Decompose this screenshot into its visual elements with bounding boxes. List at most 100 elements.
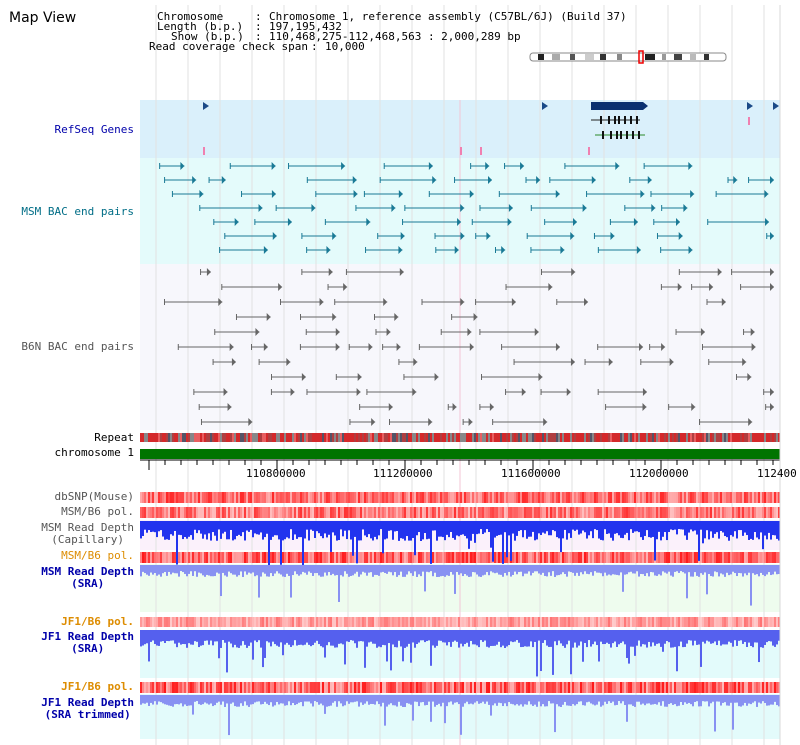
track-label-msm-bac[interactable]: MSM BAC end pairs	[21, 205, 134, 218]
read-depth-bar	[332, 521, 334, 533]
polymorphism-cell	[590, 552, 592, 563]
polymorphism-cell	[168, 682, 170, 693]
polymorphism-cell	[770, 507, 772, 518]
polymorphism-cell	[584, 682, 586, 693]
read-depth-bar	[680, 521, 682, 530]
polymorphism-cell	[510, 682, 512, 693]
polymorphism-cell	[542, 492, 544, 503]
polymorphism-cell	[196, 507, 198, 518]
read-depth-bar	[196, 695, 198, 702]
polymorphism-cell	[522, 617, 524, 627]
polymorphism-cell	[664, 617, 666, 627]
read-depth-bar	[140, 565, 142, 577]
read-depth-bar	[464, 695, 466, 704]
polymorphism-cell	[248, 552, 250, 563]
polymorphism-cell	[382, 507, 384, 518]
bac-arrow	[636, 246, 641, 254]
read-depth-bar	[514, 565, 516, 572]
polymorphism-cell	[592, 492, 594, 503]
read-depth-bar	[278, 521, 280, 540]
track-label-refseq-genes[interactable]: RefSeq Genes	[54, 123, 134, 136]
repeat-band	[368, 433, 370, 442]
read-depth-bar	[204, 565, 206, 577]
track-label-jf1-depth-sra: JF1 Read Depth (SRA)	[41, 630, 134, 655]
read-depth-bar	[260, 630, 262, 648]
polymorphism-cell	[778, 507, 780, 518]
polymorphism-cell	[358, 617, 360, 627]
bac-arrow	[391, 204, 396, 212]
bac-arrow	[255, 328, 260, 336]
repeat-band	[572, 433, 574, 442]
polymorphism-cell	[280, 492, 282, 503]
read-depth-bar	[692, 695, 694, 707]
repeat-band	[250, 433, 252, 442]
polymorphism-cell	[446, 507, 448, 518]
polymorphism-cell	[456, 492, 458, 503]
read-depth-bar	[444, 521, 446, 541]
polymorphism-cell	[322, 682, 324, 693]
read-depth-bar	[532, 521, 534, 532]
polymorphism-cell	[622, 492, 624, 503]
polymorphism-cell	[314, 492, 316, 503]
read-depth-bar	[634, 695, 636, 707]
polymorphism-cell	[674, 492, 676, 503]
repeat-band	[214, 433, 216, 442]
polymorphism-cell	[300, 492, 302, 503]
read-depth-bar	[570, 630, 572, 675]
read-depth-bar	[192, 630, 194, 645]
repeat-band	[562, 433, 564, 442]
read-depth-bar	[522, 565, 524, 577]
bac-arrow	[764, 190, 769, 198]
read-depth-bar	[646, 630, 648, 648]
read-depth-bar	[356, 565, 358, 572]
polymorphism-cell	[454, 682, 456, 693]
polymorphism-cell	[296, 682, 298, 693]
read-depth-bar	[204, 695, 206, 703]
polymorphism-cell	[414, 507, 416, 518]
read-depth-bar	[374, 695, 376, 705]
polymorphism-cell	[162, 617, 164, 627]
bac-arrow	[326, 246, 331, 254]
ideogram-band	[600, 54, 606, 60]
read-depth-bar	[474, 695, 476, 703]
polymorphism-cell	[528, 552, 530, 563]
polymorphism-cell	[306, 492, 308, 503]
read-depth-bar	[262, 630, 264, 668]
repeat-band	[316, 433, 318, 442]
read-depth-bar	[198, 565, 200, 573]
repeat-band	[566, 433, 568, 442]
read-depth-bar	[488, 521, 490, 533]
polymorphism-cell	[724, 507, 726, 518]
repeat-band	[454, 433, 456, 442]
repeat-band	[546, 433, 548, 442]
bac-arrow	[560, 246, 565, 254]
read-depth-bar	[512, 695, 514, 705]
polymorphism-cell	[308, 507, 310, 518]
polymorphism-cell	[568, 617, 570, 627]
repeat-band	[444, 433, 446, 442]
polymorphism-cell	[634, 507, 636, 518]
repeat-band	[150, 433, 152, 442]
read-depth-bar	[208, 695, 210, 705]
read-depth-bar	[728, 630, 730, 642]
polymorphism-cell	[426, 682, 428, 693]
repeat-band	[440, 433, 442, 442]
polymorphism-cell	[182, 552, 184, 563]
polymorphism-cell	[384, 682, 386, 693]
bac-arrow	[272, 232, 277, 240]
read-depth-bar	[558, 630, 560, 641]
polymorphism-cell	[190, 552, 192, 563]
polymorphism-cell	[526, 552, 528, 563]
read-depth-bar	[614, 565, 616, 575]
repeat-band	[776, 433, 778, 442]
polymorphism-cell	[460, 617, 462, 627]
repeat-band	[646, 433, 648, 442]
track-label-b6n-bac[interactable]: B6N BAC end pairs	[21, 340, 134, 353]
repeat-band	[412, 433, 414, 442]
read-depth-bar	[276, 521, 278, 536]
track-label-repeat: Repeat	[94, 431, 134, 444]
read-depth-bar	[624, 695, 626, 706]
polymorphism-cell	[644, 492, 646, 503]
read-depth-bar	[290, 565, 292, 598]
